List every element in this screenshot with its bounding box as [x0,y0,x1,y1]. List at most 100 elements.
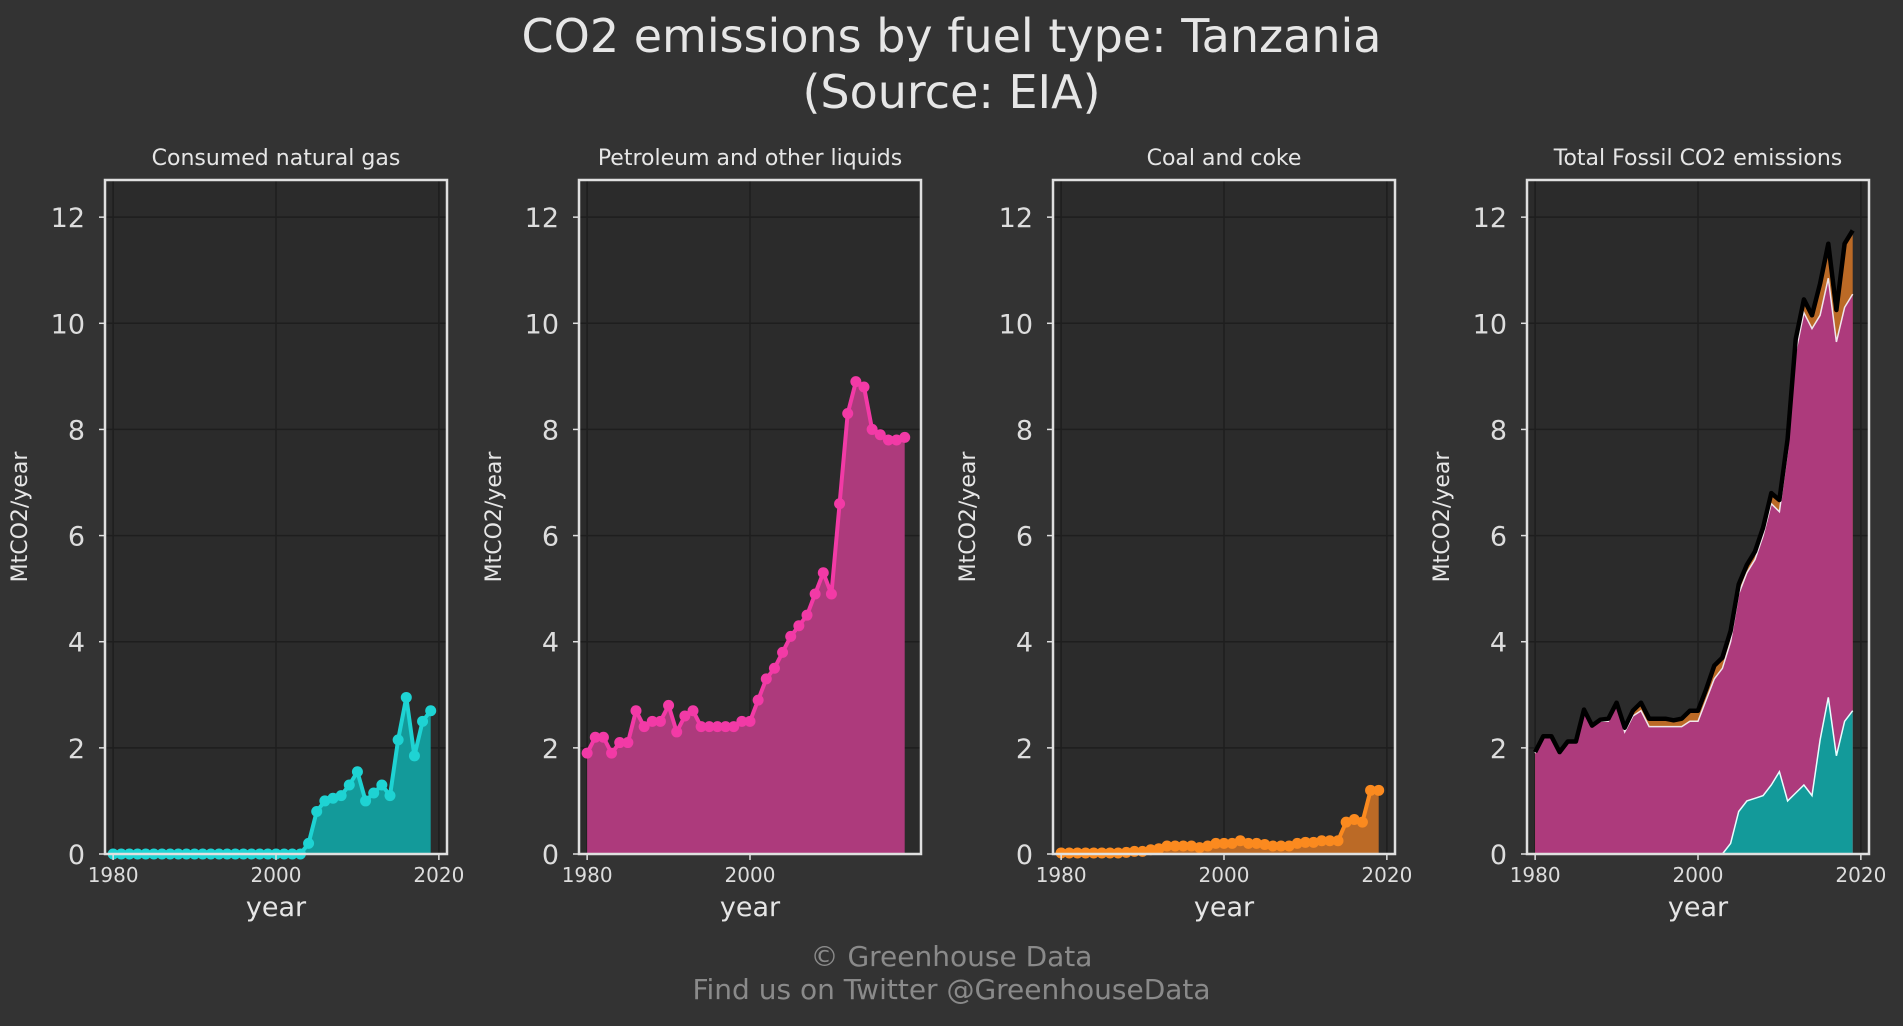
y-tick-label: 4 [542,628,559,659]
data-point [1373,784,1385,796]
x-tick-label: 2000 [251,863,302,887]
y-tick-label: 8 [542,415,559,446]
data-point [809,588,821,600]
y-axis-label: MtCO2/year [956,451,981,583]
data-point [581,747,593,759]
area-series [113,697,431,854]
data-point [679,710,691,722]
data-point [671,726,683,738]
x-axis-label: year [1194,892,1255,923]
subplot-3: 0 2 4 6 8 10 12 1980 2000 2020 Coal and coke year Mt… [956,146,1412,923]
y-tick-label: 2 [1016,734,1033,765]
y-tick-label: 2 [68,734,85,765]
data-point [1308,836,1320,848]
y-tick-label: 4 [1490,628,1507,659]
data-point [1251,837,1263,849]
data-point [858,381,870,393]
data-point [606,747,618,759]
data-point [866,423,878,435]
data-point [760,673,772,685]
x-tick-label: 2000 [725,863,776,887]
y-tick-label: 4 [1016,628,1033,659]
y-tick-label: 12 [51,203,85,234]
y-tick-label: 12 [999,203,1033,234]
y-tick-label: 6 [68,522,85,553]
data-point [368,787,380,799]
footer: © Greenhouse Data Find us on Twitter @Gr… [0,940,1903,1006]
data-point [1161,840,1173,852]
area-gas-stack [1722,697,1853,854]
data-point [1259,838,1271,850]
data-point [1356,816,1368,828]
data-point [1210,837,1222,849]
data-point [425,705,437,717]
data-point [703,721,715,733]
data-point [736,715,748,727]
data-point [687,705,699,717]
line-gas-edge [1721,697,1854,855]
data-point [1177,840,1189,852]
data-point [834,498,846,510]
x-axis-label: year [720,892,781,923]
data-point [384,790,396,802]
data-point [768,662,780,674]
y-tick-label: 4 [68,628,85,659]
x-tick-label: 1980 [1510,863,1561,887]
chart-title-line2: (Source: EIA) [802,65,1101,119]
subplot-2: 0 2 4 6 8 10 12 1980 2000 Petroleum and other liq… [482,146,923,923]
x-tick-label: 2020 [1835,863,1886,887]
data-point [744,715,756,727]
data-point [303,837,315,849]
y-axis-label: MtCO2/year [8,451,33,583]
data-point [1332,835,1344,847]
data-point [695,721,707,733]
x-tick-label: 1980 [562,863,613,887]
footer-twitter: Find us on Twitter @GreenhouseData [692,973,1211,1006]
data-point [1242,837,1254,849]
subplot-title: Consumed natural gas [152,146,401,171]
data-point [793,620,805,632]
area-series [1061,790,1379,854]
data-point [785,630,797,642]
data-point [1194,842,1206,854]
y-tick-label: 6 [1490,522,1507,553]
chart-title-line1: CO2 emissions by fuel type: Tanzania [521,9,1382,63]
y-tick-label: 12 [1473,203,1507,234]
x-axis-label: year [1668,892,1729,923]
y-tick-label: 8 [1490,415,1507,446]
data-point [850,376,862,388]
subplot-title: Total Fossil CO2 emissions [1553,146,1843,171]
x-tick-label: 2020 [1361,863,1412,887]
data-point [1145,844,1157,856]
y-axis-label: MtCO2/year [482,451,507,583]
data-point [663,699,675,711]
data-point [351,766,363,778]
data-point [400,691,412,703]
data-point [408,750,420,762]
data-point [392,734,404,746]
subplot-title: Petroleum and other liquids [598,146,902,171]
data-point [638,721,650,733]
data-point [817,567,829,579]
data-point [1275,840,1287,852]
y-tick-label: 2 [1490,734,1507,765]
y-tick-label: 12 [525,203,559,234]
data-point [874,429,886,441]
y-tick-label: 6 [542,522,559,553]
data-point [1324,835,1336,847]
y-tick-label: 10 [51,309,85,340]
y-tick-label: 10 [525,309,559,340]
data-point [1185,840,1197,852]
data-point [842,408,854,420]
data-point [622,737,634,749]
data-point [882,434,894,446]
data-point [360,795,372,807]
data-point [899,431,911,443]
chart-title: CO2 emissions by fuel type: Tanzania (So… [0,8,1903,120]
y-tick-label: 0 [542,840,559,871]
data-point [801,609,813,621]
data-point [311,806,323,818]
y-tick-label: 10 [999,309,1033,340]
data-point [589,731,601,743]
